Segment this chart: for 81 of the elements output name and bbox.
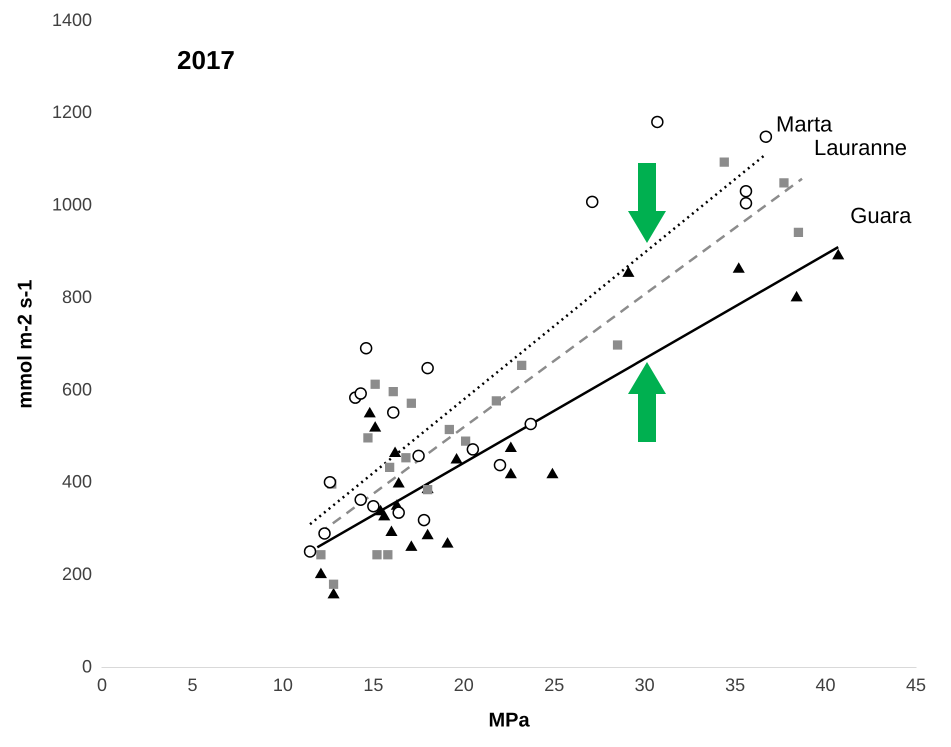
x-axis-title: MPa [488, 710, 530, 732]
point [372, 550, 382, 560]
point [370, 422, 381, 432]
x-tick-label: 0 [97, 675, 108, 696]
x-tick-label: 10 [272, 675, 293, 696]
point [651, 116, 664, 128]
y-tick-label: 400 [62, 472, 92, 492]
point [363, 433, 373, 442]
point [354, 387, 367, 400]
point [505, 468, 516, 478]
point [524, 418, 537, 430]
point [451, 454, 462, 464]
point [494, 458, 506, 472]
point [422, 530, 434, 540]
point [406, 398, 416, 408]
point [324, 476, 336, 488]
point [460, 436, 470, 446]
text: 2017 [177, 44, 235, 75]
y-tick-label: 0 [82, 656, 92, 676]
point [328, 588, 340, 598]
y-tick-label: 1400 [52, 10, 92, 30]
point [360, 342, 372, 355]
point [466, 443, 480, 456]
point [832, 250, 844, 260]
series-label: Lauranne [814, 134, 908, 160]
point [733, 263, 744, 273]
point [720, 157, 729, 167]
x-tick-label: 35 [725, 675, 746, 696]
point [779, 178, 789, 188]
point [612, 340, 622, 350]
point [385, 462, 394, 472]
x-tick-label: 30 [634, 675, 655, 696]
point [791, 292, 802, 302]
point [418, 514, 430, 526]
point [364, 408, 376, 418]
point [505, 442, 516, 452]
x-tick-label: 45 [906, 675, 926, 696]
point [492, 396, 501, 406]
point [378, 510, 390, 520]
y-tick-label: 1000 [52, 194, 92, 215]
point [392, 506, 405, 519]
point [546, 468, 558, 478]
point [517, 360, 526, 370]
point [328, 580, 338, 589]
point [393, 478, 404, 488]
series-label: Guara [850, 203, 912, 228]
series-label: Marta [776, 112, 834, 137]
point [370, 380, 380, 389]
x-tick-label: 25 [544, 675, 564, 696]
point [412, 450, 425, 462]
point [354, 493, 367, 506]
y-tick-label: 800 [62, 286, 92, 307]
point [794, 228, 804, 237]
y-axis-title: mmol m-2 s-1 [14, 280, 37, 409]
point [421, 362, 434, 374]
point [760, 130, 772, 143]
y-tick-label: 200 [62, 564, 92, 584]
point [622, 267, 634, 277]
point [388, 387, 398, 396]
x-tick-label: 15 [363, 675, 384, 696]
y-tick-label: 1200 [52, 102, 92, 122]
point [316, 550, 326, 560]
x-tick-label: 5 [187, 675, 198, 696]
point [315, 568, 326, 578]
point [387, 406, 400, 419]
point [406, 541, 417, 551]
point [318, 527, 331, 540]
x-tick-label: 40 [816, 675, 836, 696]
point [740, 196, 752, 210]
point [383, 550, 392, 560]
point [740, 184, 752, 198]
point [390, 447, 401, 458]
point [586, 196, 598, 208]
x-tick-label: 20 [454, 675, 474, 696]
point [386, 526, 397, 536]
point [367, 500, 380, 512]
point [401, 453, 411, 462]
point [442, 538, 454, 548]
point [304, 545, 316, 558]
y-tick-label: 600 [62, 379, 92, 400]
point [444, 424, 454, 434]
